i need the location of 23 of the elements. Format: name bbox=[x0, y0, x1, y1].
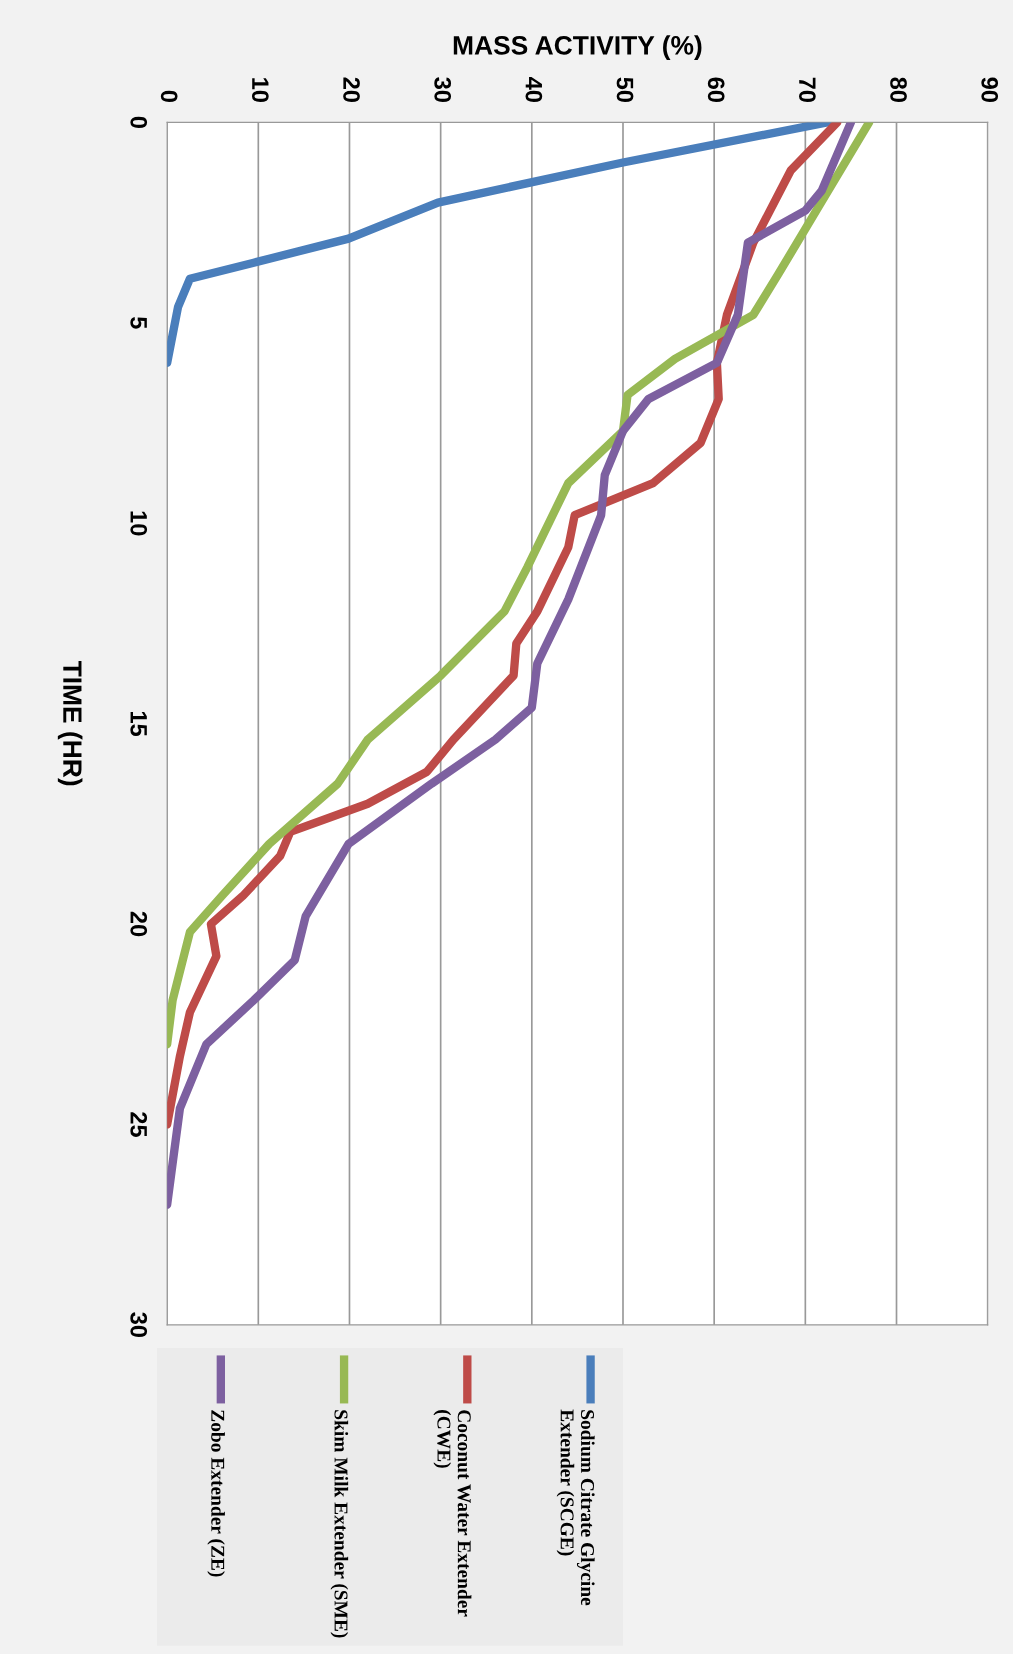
x-tick-label: 10 bbox=[251, 78, 269, 102]
x-tick-label: 0 bbox=[160, 90, 178, 102]
x-tick-label: 90 bbox=[981, 77, 999, 102]
y-tick-label: 30 bbox=[130, 1312, 148, 1338]
x-tick-label: 20 bbox=[343, 77, 360, 102]
legend-label: Coconut Water Extender (CWE) bbox=[433, 1410, 472, 1617]
y-tick-label: 25 bbox=[130, 1112, 148, 1137]
legend-label: Skim Milk Extender (SME) bbox=[330, 1410, 349, 1638]
y-tick-label: 0 bbox=[130, 116, 148, 128]
x-tick-label: 80 bbox=[890, 77, 907, 102]
y-tick-label: 15 bbox=[130, 711, 147, 737]
x-tick-label: 30 bbox=[434, 77, 452, 102]
y-tick-label: 20 bbox=[130, 911, 148, 937]
legend-label: Zobo Extender (ZE) bbox=[207, 1410, 225, 1577]
x-tick-label: 50 bbox=[616, 77, 634, 102]
legend-label: Sodium Citrate Glycine Extender (SCGE) bbox=[556, 1409, 595, 1606]
x-axis-title: MASS ACTIVITY (%) bbox=[453, 35, 702, 60]
y-tick-label: 5 bbox=[130, 316, 147, 329]
y-tick-label: 10 bbox=[130, 511, 148, 536]
y-axis-title: TIME (HR) bbox=[57, 660, 83, 786]
x-tick-label: 40 bbox=[525, 77, 543, 102]
x-tick-label: 60 bbox=[707, 77, 725, 102]
x-tick-label: 70 bbox=[799, 77, 816, 102]
